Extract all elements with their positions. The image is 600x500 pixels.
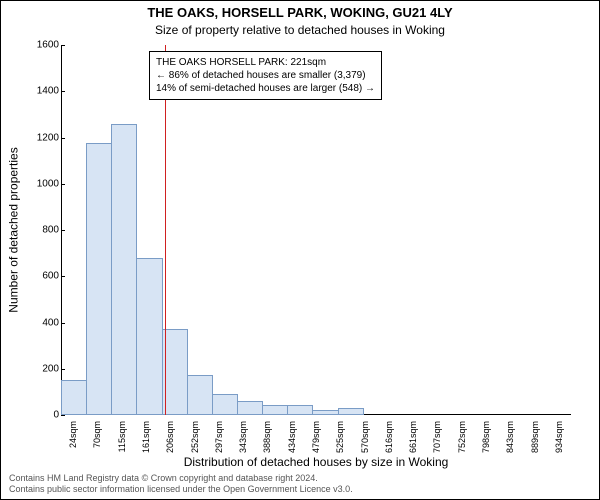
x-tick-label: 661sqm	[408, 421, 418, 453]
x-tick-label: 115sqm	[117, 421, 127, 452]
y-tick-mark	[61, 184, 65, 185]
histogram-bar	[237, 401, 263, 415]
x-tick-label: 570sqm	[360, 421, 370, 453]
y-tick-mark	[61, 91, 65, 92]
histogram-bar	[212, 394, 238, 415]
x-tick-label: 889sqm	[530, 421, 540, 453]
y-tick-label: 1000	[37, 178, 59, 189]
y-axis: 02004006008001000120014001600	[31, 45, 61, 415]
histogram-bar	[111, 124, 137, 415]
y-tick-label: 0	[53, 410, 59, 421]
histogram-bar	[61, 380, 87, 415]
footer-line-2: Contains public sector information licen…	[9, 484, 353, 495]
title-line-2: Size of property relative to detached ho…	[1, 23, 599, 37]
x-tick-label: 934sqm	[554, 421, 564, 453]
histogram-bar	[262, 405, 288, 415]
x-tick-label: 70sqm	[92, 421, 102, 448]
y-axis-label: Number of detached properties	[7, 45, 21, 415]
histogram-bar	[86, 143, 112, 415]
annotation-line-1: THE OAKS HORSELL PARK: 221sqm	[156, 56, 375, 69]
y-tick-label: 200	[42, 363, 59, 374]
y-tick-mark	[61, 276, 65, 277]
x-tick-label: 752sqm	[457, 421, 467, 453]
histogram-bar	[338, 408, 364, 415]
x-tick-label: 434sqm	[287, 421, 297, 453]
y-tick-label: 1600	[37, 40, 59, 51]
x-tick-label: 297sqm	[214, 421, 224, 453]
x-tick-label: 206sqm	[165, 421, 175, 453]
x-tick-label: 161sqm	[141, 421, 151, 453]
y-tick-mark	[61, 369, 65, 370]
reference-line	[165, 45, 166, 415]
x-tick-label: 798sqm	[481, 421, 491, 453]
y-tick-label: 800	[42, 225, 59, 236]
x-tick-label: 707sqm	[432, 421, 442, 453]
bars-group	[61, 45, 571, 415]
y-tick-mark	[61, 323, 65, 324]
title-line-1: THE OAKS, HORSELL PARK, WOKING, GU21 4LY	[1, 5, 599, 20]
histogram-bar	[136, 258, 162, 415]
y-tick-label: 400	[42, 317, 59, 328]
x-tick-label: 252sqm	[190, 421, 200, 453]
y-tick-label: 1400	[37, 86, 59, 97]
x-tick-label: 525sqm	[335, 421, 345, 453]
x-tick-label: 24sqm	[68, 421, 78, 448]
y-tick-mark	[61, 45, 65, 46]
histogram-bar	[287, 405, 313, 415]
chart-container: THE OAKS, HORSELL PARK, WOKING, GU21 4LY…	[0, 0, 600, 500]
plot-area: THE OAKS HORSELL PARK: 221sqm ← 86% of d…	[61, 45, 571, 415]
x-tick-label: 616sqm	[384, 421, 394, 453]
y-tick-mark	[61, 138, 65, 139]
x-tick-label: 343sqm	[238, 421, 248, 453]
y-tick-label: 1200	[37, 132, 59, 143]
annotation-line-3: 14% of semi-detached houses are larger (…	[156, 82, 375, 95]
y-tick-mark	[61, 230, 65, 231]
annotation-line-2: ← 86% of detached houses are smaller (3,…	[156, 69, 375, 82]
x-axis-label: Distribution of detached houses by size …	[61, 455, 571, 469]
annotation-box: THE OAKS HORSELL PARK: 221sqm ← 86% of d…	[149, 51, 382, 100]
y-tick-label: 600	[42, 271, 59, 282]
y-tick-mark	[61, 415, 65, 416]
x-tick-label: 479sqm	[311, 421, 321, 453]
footer-attribution: Contains HM Land Registry data © Crown c…	[9, 473, 353, 496]
footer-line-1: Contains HM Land Registry data © Crown c…	[9, 473, 353, 484]
histogram-bar	[187, 375, 213, 415]
x-tick-label: 843sqm	[505, 421, 515, 453]
x-tick-label: 388sqm	[262, 421, 272, 453]
